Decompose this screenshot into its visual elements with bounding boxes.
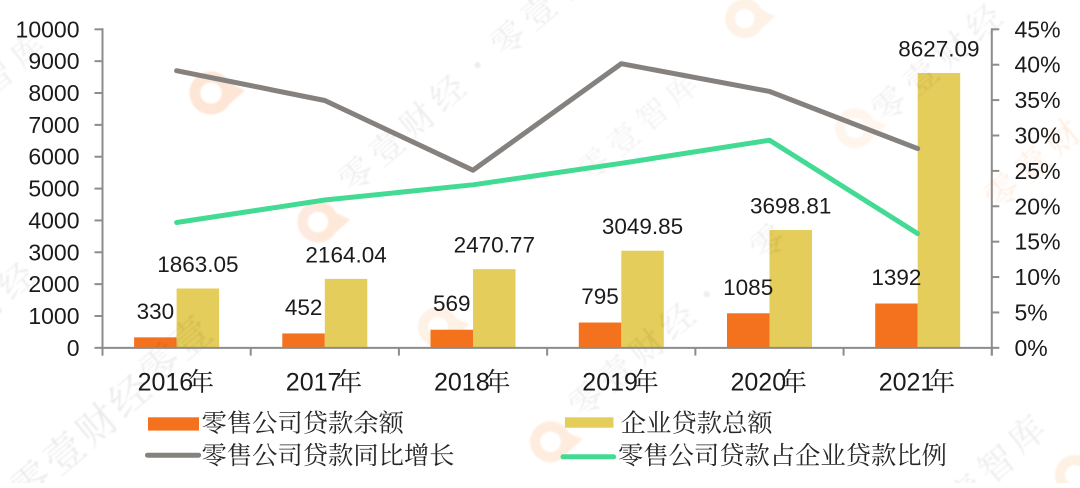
svg-text:0: 0 xyxy=(67,335,80,361)
svg-text:8000: 8000 xyxy=(28,80,79,106)
svg-text:452: 452 xyxy=(285,295,323,320)
svg-text:2000: 2000 xyxy=(28,271,79,297)
svg-text:1000: 1000 xyxy=(28,303,79,329)
svg-text:30%: 30% xyxy=(1015,122,1061,148)
svg-text:3049.85: 3049.85 xyxy=(602,214,683,239)
svg-text:0%: 0% xyxy=(1015,335,1048,361)
svg-text:2164.04: 2164.04 xyxy=(305,242,386,267)
svg-text:330: 330 xyxy=(137,299,175,324)
svg-text:2019: 2019 xyxy=(582,369,638,397)
svg-text:45%: 45% xyxy=(1015,16,1061,42)
svg-text:1392: 1392 xyxy=(871,265,921,290)
svg-text:795: 795 xyxy=(581,284,619,309)
svg-text:2020: 2020 xyxy=(731,369,787,397)
svg-text:3000: 3000 xyxy=(28,239,79,265)
svg-text:2016: 2016 xyxy=(138,369,194,397)
svg-text:40%: 40% xyxy=(1015,52,1061,78)
svg-text:35%: 35% xyxy=(1015,87,1061,113)
svg-text:2018: 2018 xyxy=(434,369,490,397)
svg-text:10%: 10% xyxy=(1015,264,1061,290)
svg-text:1863.05: 1863.05 xyxy=(157,252,238,277)
svg-text:6000: 6000 xyxy=(28,144,79,170)
svg-text:8627.09: 8627.09 xyxy=(898,37,979,62)
svg-text:1085: 1085 xyxy=(723,275,773,300)
svg-text:20%: 20% xyxy=(1015,193,1061,219)
svg-text:2470.77: 2470.77 xyxy=(454,233,535,258)
svg-text:7000: 7000 xyxy=(28,112,79,138)
svg-text:2021: 2021 xyxy=(879,369,935,397)
svg-text:5000: 5000 xyxy=(28,176,79,202)
svg-text:25%: 25% xyxy=(1015,158,1061,184)
svg-text:10000: 10000 xyxy=(16,16,80,42)
svg-text:4000: 4000 xyxy=(28,207,79,233)
svg-text:15%: 15% xyxy=(1015,229,1061,255)
svg-text:2017: 2017 xyxy=(286,369,342,397)
svg-text:3698.81: 3698.81 xyxy=(750,194,831,219)
svg-text:569: 569 xyxy=(433,291,471,316)
svg-text:9000: 9000 xyxy=(28,48,79,74)
svg-text:5%: 5% xyxy=(1015,299,1048,325)
